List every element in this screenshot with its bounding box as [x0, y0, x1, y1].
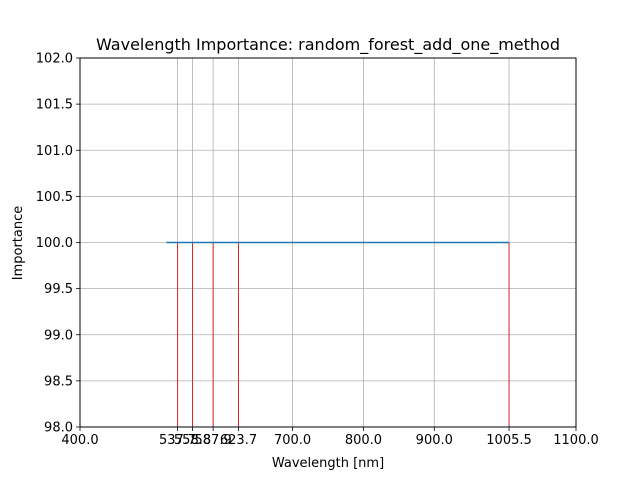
y-tick-label: 100.5 [36, 190, 73, 205]
x-axis-label: Wavelength [nm] [272, 456, 384, 471]
y-tick-label: 101.5 [36, 98, 73, 113]
x-tick-label: 900.0 [416, 433, 453, 448]
y-axis-label: Importance [11, 206, 26, 281]
x-tick-label: 1005.5 [486, 433, 532, 448]
x-tick-label: 800.0 [345, 433, 382, 448]
x-tick-label: 537.7 [159, 433, 196, 448]
x-tick-label: 623.7 [220, 433, 257, 448]
chart-title: Wavelength Importance: random_forest_add… [96, 35, 560, 55]
x-tick-label: 558.8 [174, 433, 211, 448]
x-tick-label: 1100.0 [553, 433, 599, 448]
y-tick-label: 99.5 [44, 282, 73, 297]
x-tick-label: 700.0 [274, 433, 311, 448]
y-tick-label: 98.0 [44, 421, 73, 436]
y-tick-label: 99.0 [44, 328, 73, 343]
y-tick-label: 100.0 [36, 236, 73, 251]
marker-lines [177, 242, 510, 427]
x-tick-label: 400.0 [61, 433, 98, 448]
y-ticks: 98.0 98.5 99.0 99.5 100.0 100.5 101.0 101.5 102.… [36, 52, 80, 436]
y-tick-label: 98.5 [44, 374, 73, 389]
y-tick-label: 102.0 [36, 52, 73, 67]
y-tick-label: 101.0 [36, 144, 73, 159]
x-tick-label: 587.9 [195, 433, 232, 448]
